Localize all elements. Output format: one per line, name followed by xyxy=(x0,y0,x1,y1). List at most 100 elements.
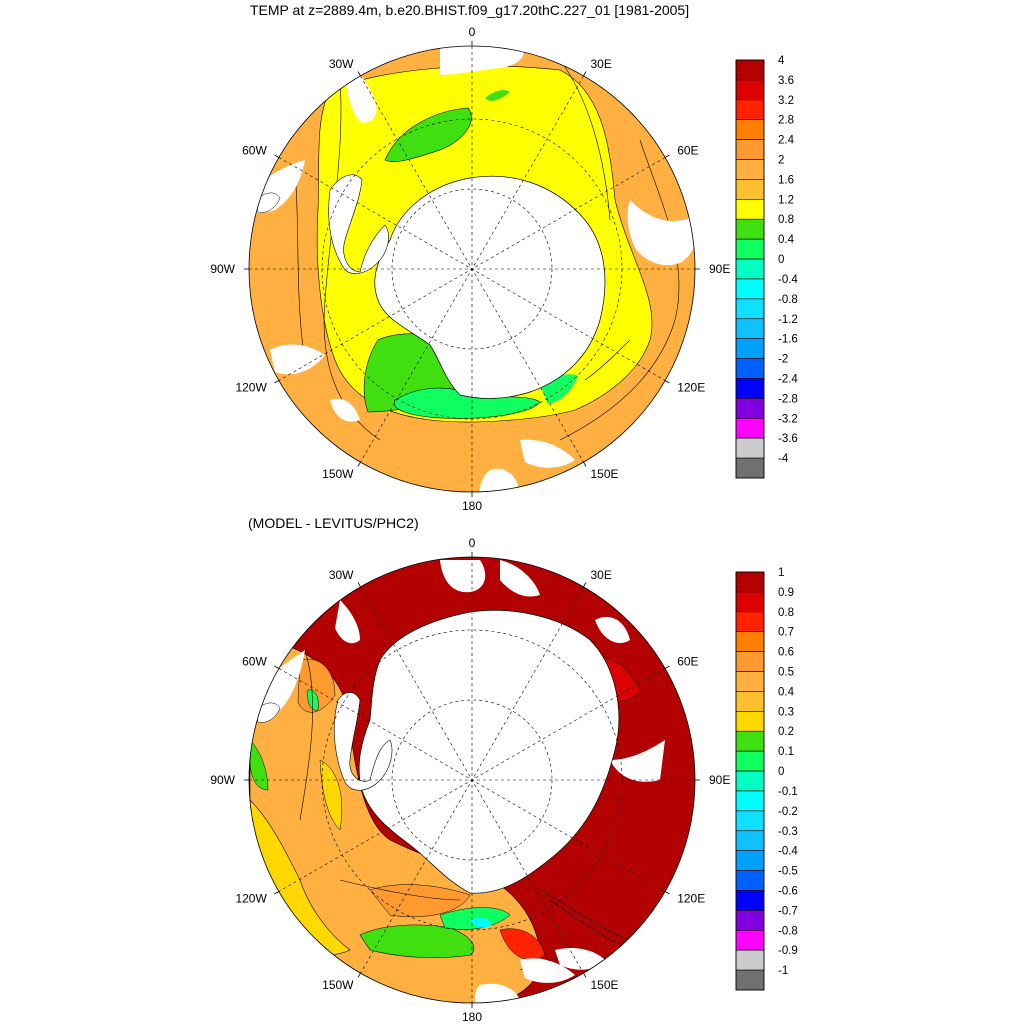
colorbar-swatch xyxy=(735,949,765,971)
longitude-tick xyxy=(664,891,670,895)
colorbar-swatch xyxy=(735,437,765,459)
colorbar-label: -2 xyxy=(778,354,788,366)
longitude-tick xyxy=(274,380,280,384)
colorbar-swatch xyxy=(735,179,765,200)
colorbar-swatch xyxy=(735,59,765,81)
anomaly-fill-0.1-0.2 xyxy=(249,739,269,791)
colorbar-label: 0.4 xyxy=(778,686,795,698)
colorbar-label: 0.3 xyxy=(778,706,794,718)
longitude-label: 0 xyxy=(469,25,476,39)
cold-patch xyxy=(485,90,510,101)
colorbar-swatch xyxy=(735,929,765,951)
colorbar-label: -1.2 xyxy=(778,314,798,326)
colorbar-label: 0.5 xyxy=(778,667,794,679)
colorbar-swatch xyxy=(735,830,765,851)
colorbar-label: 2.4 xyxy=(778,135,795,147)
colorbar-swatch xyxy=(735,457,765,479)
antarctic-peninsula xyxy=(333,692,393,791)
colorbar-label: 0.2 xyxy=(778,726,794,738)
colorbar-label: 3.2 xyxy=(778,95,794,107)
colorbar-label: 0.9 xyxy=(778,587,794,599)
longitude-label: 150E xyxy=(591,978,619,992)
longitude-tick xyxy=(274,891,280,895)
coastal-cold-band xyxy=(393,387,541,419)
longitude-tick xyxy=(583,461,587,467)
colorbar-swatch xyxy=(735,338,765,359)
longitude-label: 180 xyxy=(462,1010,482,1024)
longitude-label: 30E xyxy=(591,57,612,71)
anomaly-colorbar: 1 0.9 0.8 0.7 0.6 0.5 0.4 0.3 0.2 0.1 0 -0.1 -0.2 -0.… xyxy=(735,567,798,991)
longitude-label: 150W xyxy=(322,467,354,481)
colorbar-swatch xyxy=(735,711,765,732)
longitude-tick xyxy=(357,461,361,467)
figure-subtitle: (MODEL - LEVITUS/PHC2) xyxy=(248,515,419,531)
colorbar-swatch xyxy=(735,278,765,300)
colorbar-swatch xyxy=(735,651,765,672)
colorbar-label: 1.6 xyxy=(778,174,794,186)
colorbar-swatch xyxy=(735,199,765,220)
longitude-label: 180 xyxy=(462,499,482,513)
colorbar-label: -2.4 xyxy=(778,374,798,386)
longitude-tick xyxy=(583,582,587,588)
antarctic-peninsula xyxy=(328,174,389,274)
longitude-tick xyxy=(357,972,361,978)
model-minus-levitus-map: 0 30E 60E 90E 120E 150E 180 150W 120W 90W 60W 30W 1… xyxy=(210,536,798,1024)
colorbar-label: 0.8 xyxy=(778,607,794,619)
colorbar-swatch xyxy=(735,119,765,140)
colorbar-label: -1 xyxy=(778,965,788,977)
colorbar-label: -3.2 xyxy=(778,413,798,425)
anomaly-fill-0.1-0.2 xyxy=(359,924,475,959)
colorbar-swatch xyxy=(735,890,765,911)
colorbar-swatch xyxy=(735,258,765,280)
colorbar-label: -4 xyxy=(778,453,789,465)
colorbar-label: -0.3 xyxy=(778,826,798,838)
colorbar-label: -0.1 xyxy=(778,786,798,798)
colorbar-swatch xyxy=(735,810,765,832)
colorbar-swatch xyxy=(735,99,765,121)
colorbar-label: 0.8 xyxy=(778,214,794,226)
longitude-tick xyxy=(357,71,361,77)
colorbar-swatch xyxy=(735,159,765,180)
colorbar-label: -0.5 xyxy=(778,866,798,878)
colorbar-label: 1 xyxy=(778,567,784,579)
longitude-label: 30W xyxy=(329,57,354,71)
colorbar-swatch xyxy=(735,790,765,812)
graticule xyxy=(249,557,695,1003)
colorbar-label: -0.8 xyxy=(778,925,798,937)
colorbar-label: 2 xyxy=(778,155,784,167)
colorbar-label: 0 xyxy=(778,766,784,778)
anomaly-fill-neg xyxy=(470,917,492,928)
colorbar-swatch xyxy=(735,591,765,613)
colorbar-swatch xyxy=(735,910,765,931)
graticule xyxy=(249,46,695,492)
colorbar-swatch xyxy=(735,750,765,772)
model-temperature-map: 0 30E 60E 90E 120E 150E 180 150W 120W 90W 60W 30W 4… xyxy=(210,25,798,513)
longitude-label: 90W xyxy=(210,773,235,787)
antarctica-landmass xyxy=(358,609,620,894)
colorbar-swatch xyxy=(735,318,765,339)
colorbar-swatch xyxy=(735,139,765,160)
longitude-tick xyxy=(583,972,587,978)
colorbar-swatch xyxy=(735,358,765,379)
colorbar-label: 0.1 xyxy=(778,746,794,758)
longitude-labels: 0 30E 60E 90E 120E 150E 180 150W 120W 90W 60W 30W xyxy=(210,25,730,513)
colorbar-label: -2.8 xyxy=(778,393,798,405)
colorbar-swatch xyxy=(735,611,765,633)
temperature-colorbar: 4 3.6 3.2 2.8 2.4 2 1.6 1.2 0.8 0.4 0 -0.4 -0.8 -1.2 -… xyxy=(735,55,798,479)
colorbar-label: 3.6 xyxy=(778,75,794,87)
colorbar-swatch xyxy=(735,238,765,260)
colorbar-label: 0.7 xyxy=(778,627,794,639)
longitude-label: 60W xyxy=(242,655,267,669)
colorbar-swatch xyxy=(735,378,765,399)
longitude-labels: 0 30E 60E 90E 120E 150E 180 150W 120W 90W 60W 30W xyxy=(210,536,730,1024)
anomaly-fill-0.3-0.4 xyxy=(319,759,343,831)
colorbar-frame xyxy=(735,59,765,479)
longitude-tick xyxy=(357,582,361,588)
figure-title: TEMP at z=2889.4m, b.e20.BHIST.f09_g17.2… xyxy=(250,2,689,18)
antarctica-landmass xyxy=(374,175,606,399)
anomaly-fill-0.5-0.6 xyxy=(297,658,336,713)
colorbar-label: -0.8 xyxy=(778,294,798,306)
longitude-label: 120E xyxy=(677,892,705,906)
anomaly-fill-0-0.1 xyxy=(307,689,319,711)
colorbar-swatch xyxy=(735,631,765,652)
